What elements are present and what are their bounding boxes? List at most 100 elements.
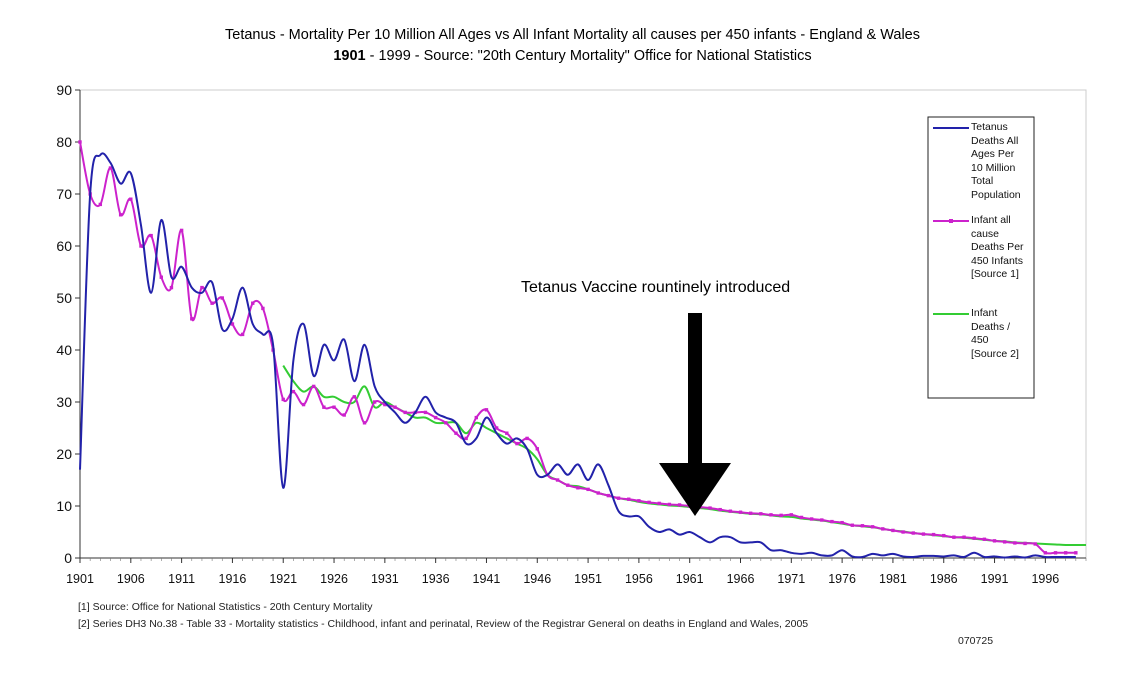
x-tick-label: 1911 — [168, 572, 195, 586]
axes: 0 10 20 30 40 50 60 70 80 90 1901 1906 1911 1916 1921 1… — [56, 82, 1087, 586]
legend-line: Tetanus — [971, 121, 1008, 133]
x-tick-label: 1951 — [574, 572, 602, 586]
series-point-1 — [312, 384, 316, 389]
series-point-1 — [870, 525, 875, 529]
series-point-1 — [566, 483, 570, 487]
vaccine-annotation: Tetanus Vaccine rountinely introduced — [521, 279, 791, 296]
series-point-1 — [1013, 541, 1017, 545]
x-tick-label: 1986 — [930, 572, 958, 586]
series-point-1 — [301, 402, 306, 407]
legend-line: Deaths All — [971, 134, 1019, 147]
series-point-1 — [240, 332, 245, 337]
y-tick-label: 60 — [56, 238, 72, 254]
vaccine-arrow — [659, 313, 731, 516]
series-point-1 — [647, 500, 651, 505]
series-point-1 — [433, 415, 438, 420]
series-point-1 — [129, 197, 133, 201]
series-point-1 — [881, 527, 885, 531]
series-point-1 — [779, 513, 783, 518]
series-point-1 — [393, 405, 397, 409]
series-point-1 — [179, 228, 184, 233]
y-tick-label: 80 — [56, 134, 72, 150]
series-point-1 — [586, 487, 590, 492]
series-point-1 — [474, 415, 478, 420]
series-point-1 — [1074, 551, 1078, 555]
series-point-1 — [677, 503, 682, 507]
series-point-1 — [616, 496, 621, 500]
y-tick-label: 0 — [64, 550, 72, 566]
series-point-1 — [78, 140, 82, 144]
series-point-1 — [352, 395, 357, 399]
x-tick-label: 1931 — [371, 572, 399, 586]
footnote-1: [1] Source: Office for National Statisti… — [78, 601, 373, 613]
x-tick-label: 1966 — [727, 572, 755, 586]
series-point-1 — [728, 509, 733, 513]
series-point-1 — [596, 491, 600, 495]
series-point-1 — [992, 539, 997, 543]
series-point-1 — [789, 513, 794, 517]
legend-line: 10 Million — [971, 161, 1016, 174]
legend-entry-infant-source2: Infant Deaths / 450 [Source 2] — [971, 307, 1019, 361]
x-tick-label: 1906 — [117, 572, 145, 586]
series-point-1 — [576, 486, 580, 490]
series-point-1 — [901, 530, 905, 534]
series-point-1 — [1033, 542, 1037, 546]
series-point-1 — [840, 520, 844, 525]
y-tick-label: 70 — [56, 186, 72, 202]
series-point-1 — [230, 322, 235, 326]
series-point-1 — [911, 531, 915, 535]
series-point-1 — [210, 301, 214, 305]
series-layer — [78, 140, 1086, 559]
legend-line: Infant — [971, 307, 998, 319]
series-point-1 — [190, 317, 194, 321]
legend-line: 450 — [971, 334, 989, 346]
series-point-1 — [494, 426, 499, 430]
x-tick-label: 1926 — [320, 572, 348, 586]
legend-line: Population — [971, 188, 1021, 201]
series-point-1 — [332, 405, 336, 409]
series-point-1 — [159, 275, 163, 279]
footnote-code: 070725 — [958, 635, 994, 647]
series-point-1 — [972, 536, 976, 540]
series-point-1 — [637, 499, 641, 503]
series-point-1 — [118, 213, 123, 217]
series-point-1 — [738, 510, 743, 514]
legend-line: [Source 2] — [971, 347, 1019, 360]
x-tick-label: 1941 — [473, 572, 501, 586]
series-point-1 — [606, 493, 611, 498]
y-tick-label: 50 — [56, 290, 72, 306]
series-point-1 — [942, 533, 946, 538]
chart-title: Tetanus - Mortality Per 10 Million All A… — [225, 27, 920, 43]
series-point-1 — [525, 436, 529, 441]
series-point-1 — [505, 431, 509, 435]
series-point-1 — [342, 413, 346, 417]
series-point-1 — [383, 402, 387, 407]
y-tick-label: 10 — [56, 498, 72, 514]
series-point-1 — [362, 421, 367, 425]
footnote-2: [2] Series DH3 No.38 - Table 33 - Mortal… — [78, 618, 809, 630]
x-tick-label: 1921 — [269, 572, 297, 586]
series-point-1 — [515, 441, 519, 446]
series-point-1 — [860, 524, 865, 528]
series-point-1 — [464, 436, 468, 441]
series-point-1 — [667, 502, 672, 507]
series-point-1 — [291, 389, 296, 394]
series-point-1 — [657, 501, 661, 506]
legend-line: Deaths / — [971, 320, 1011, 333]
series-point-1 — [1043, 551, 1048, 555]
x-tick-label: 1971 — [777, 572, 805, 586]
series-point-1 — [555, 478, 560, 482]
x-tick-label: 1936 — [422, 572, 450, 586]
series-point-1 — [891, 528, 895, 533]
series-line-1 — [79, 141, 1076, 555]
subtitle-year: 1901 — [333, 48, 366, 64]
series-point-1 — [962, 535, 966, 539]
legend-line: Deaths Per — [971, 241, 1024, 253]
series-point-1 — [952, 535, 956, 539]
series-point-1 — [830, 519, 834, 524]
series-point-1 — [108, 166, 113, 170]
series-point-1 — [809, 517, 814, 521]
y-tick-label: 20 — [56, 446, 72, 462]
series-point-1 — [820, 518, 824, 522]
